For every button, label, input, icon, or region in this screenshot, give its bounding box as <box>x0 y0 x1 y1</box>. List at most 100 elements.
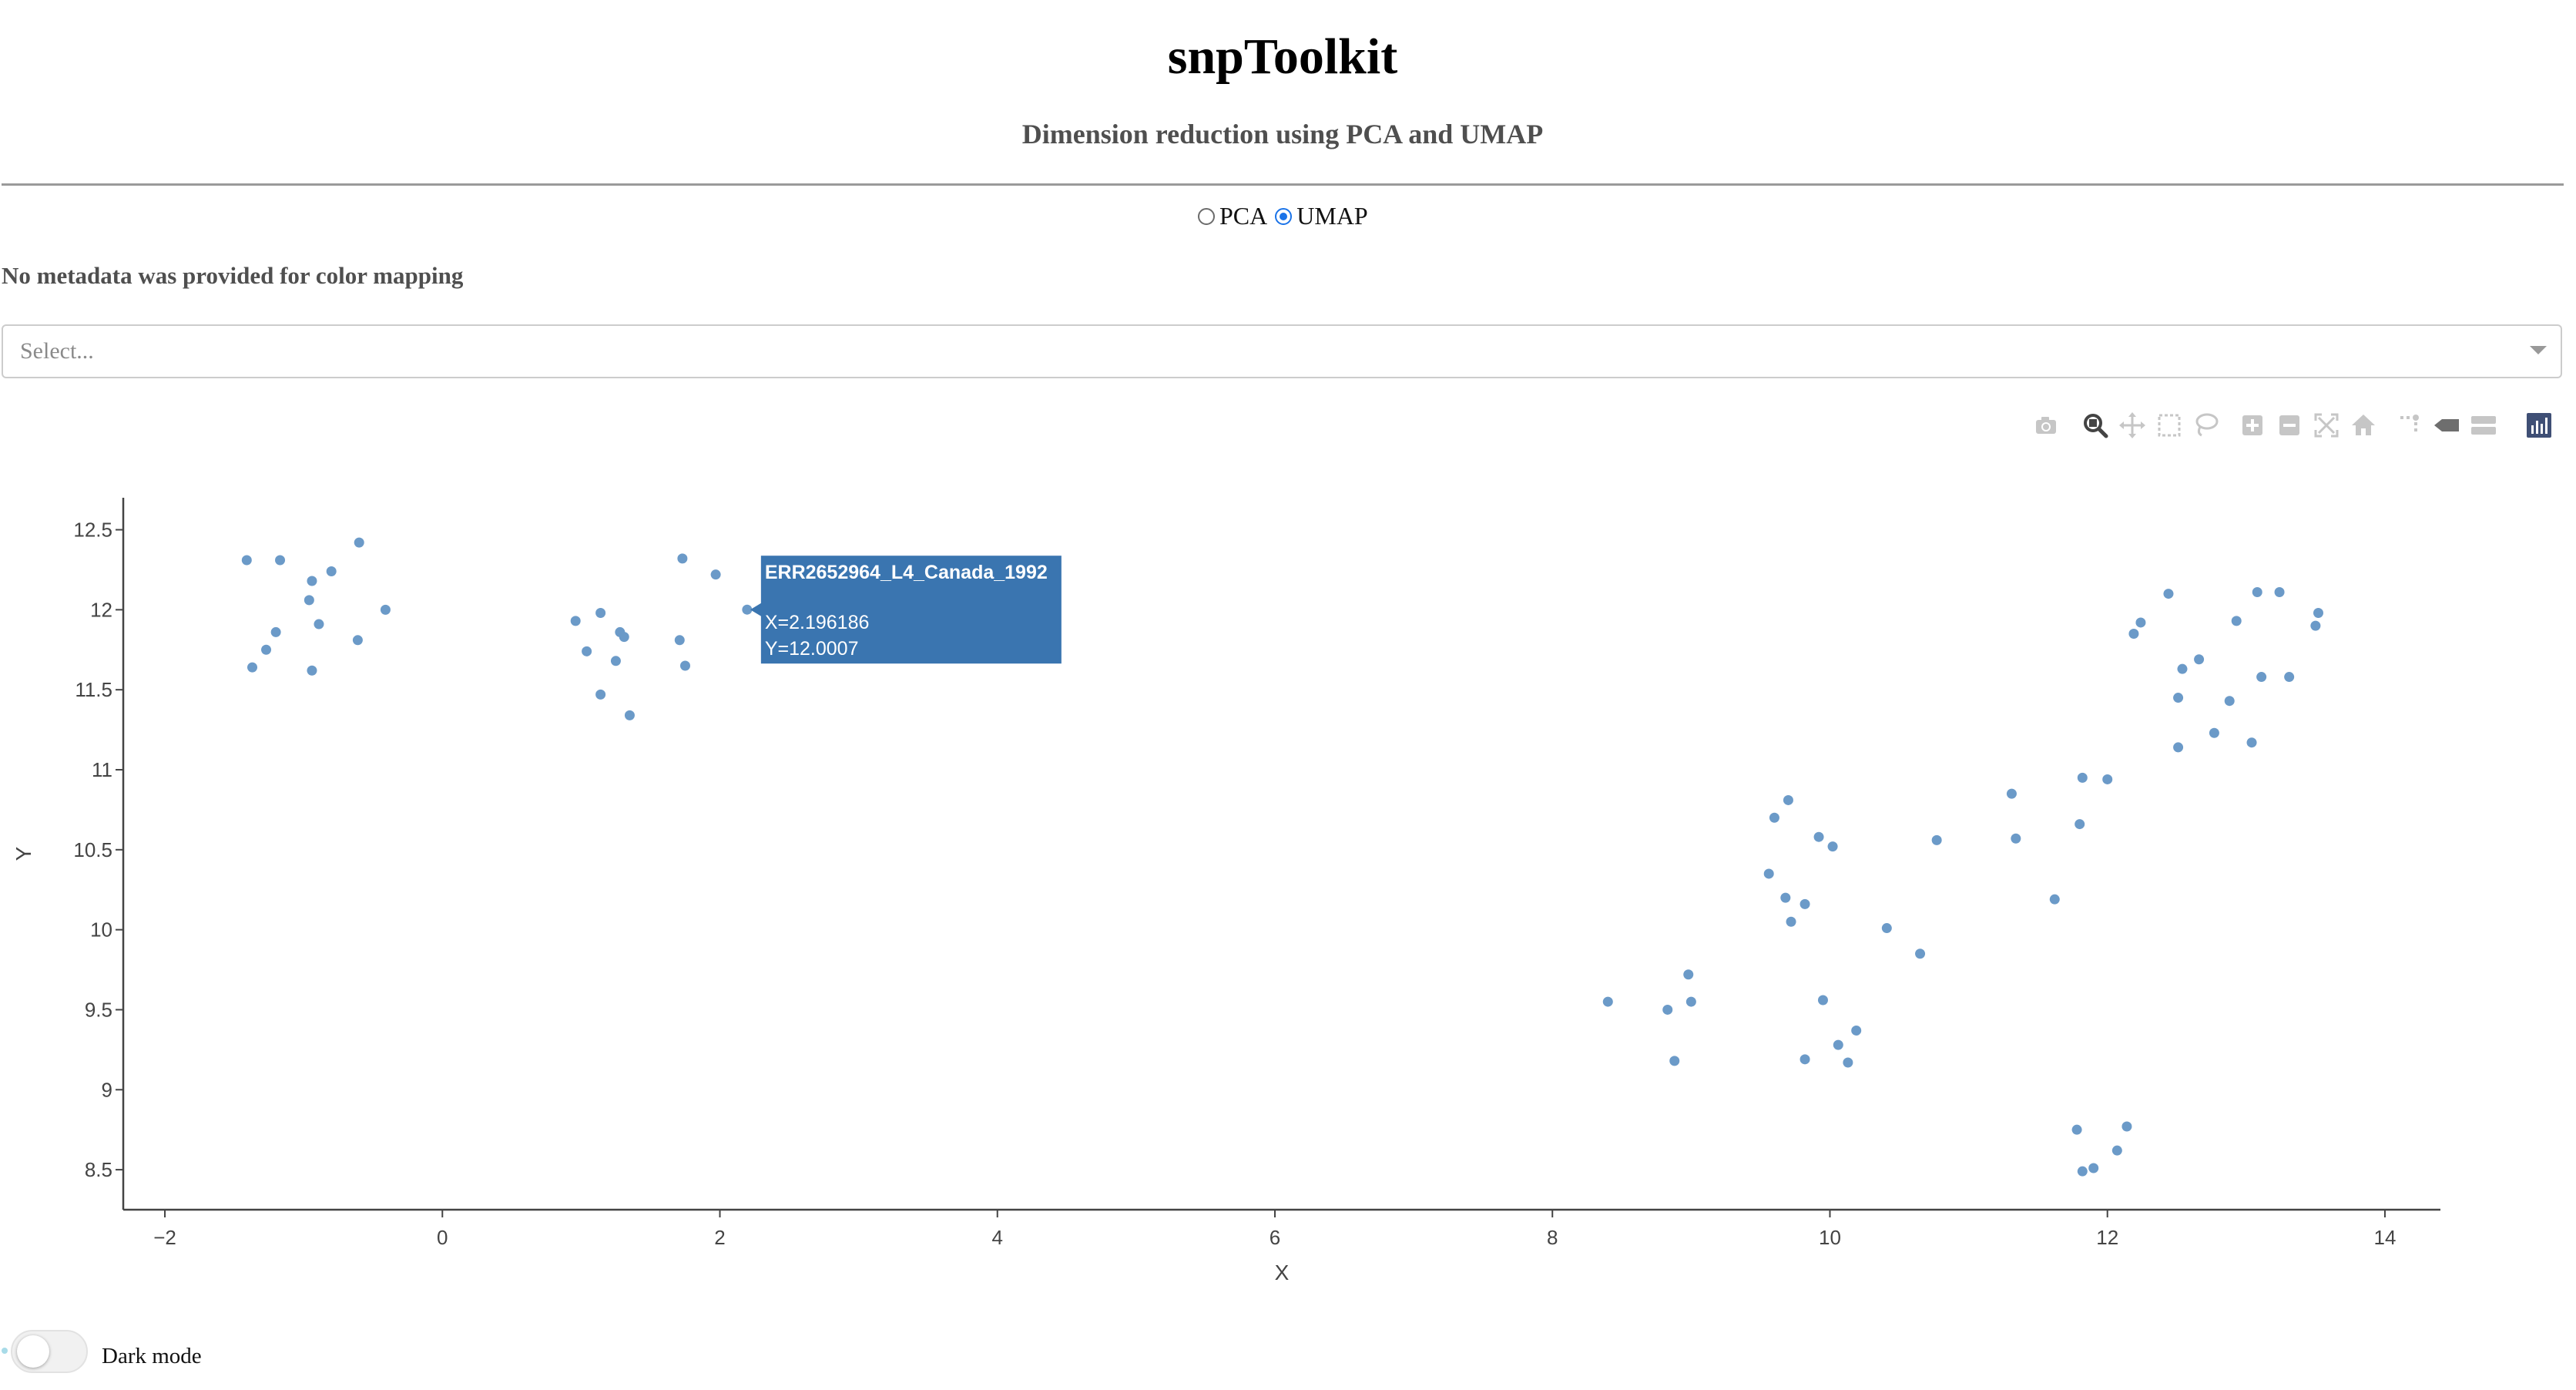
lasso-select-icon[interactable] <box>2191 410 2222 441</box>
data-point[interactable] <box>2011 833 2021 844</box>
data-point[interactable] <box>742 604 753 615</box>
data-point[interactable] <box>582 646 592 656</box>
data-point[interactable] <box>2102 774 2113 784</box>
data-point[interactable] <box>2231 616 2242 626</box>
data-point[interactable] <box>1783 794 1793 805</box>
data-point[interactable] <box>679 660 690 671</box>
plotly-logo-icon[interactable] <box>2524 410 2554 441</box>
data-point[interactable] <box>2088 1163 2099 1173</box>
data-point[interactable] <box>1843 1057 1853 1068</box>
data-point[interactable] <box>710 569 721 580</box>
data-point[interactable] <box>2075 819 2085 830</box>
radio-button-pca[interactable] <box>1198 207 1215 225</box>
data-point[interactable] <box>1827 841 1838 852</box>
zoom-out-icon[interactable] <box>2274 410 2305 441</box>
data-point[interactable] <box>2077 1166 2088 1177</box>
reset-axes-icon[interactable] <box>2348 410 2379 441</box>
metadata-note: No metadata was provided for color mappi… <box>2 262 464 289</box>
data-point[interactable] <box>1800 898 1810 909</box>
data-point[interactable] <box>1915 948 1926 959</box>
data-point[interactable] <box>1800 1054 1810 1065</box>
data-point[interactable] <box>2049 894 2060 905</box>
autoscale-icon[interactable] <box>2311 410 2342 441</box>
data-point[interactable] <box>326 566 337 577</box>
zoom-icon[interactable] <box>2080 410 2111 441</box>
data-point[interactable] <box>674 635 685 646</box>
data-point[interactable] <box>2284 672 2295 683</box>
data-point[interactable] <box>2246 737 2257 748</box>
hover-y-value: Y=12.0007 <box>765 638 859 660</box>
dark-mode-toggle[interactable] <box>11 1330 88 1373</box>
data-point[interactable] <box>2006 788 2017 799</box>
data-point[interactable] <box>1769 812 1779 823</box>
metadata-select[interactable]: Select... <box>2 324 2562 378</box>
y-tick-label: 12.5 <box>73 519 112 542</box>
data-point[interactable] <box>2313 608 2323 619</box>
data-point[interactable] <box>1763 868 1774 879</box>
data-point[interactable] <box>619 632 629 643</box>
data-point[interactable] <box>1780 892 1791 903</box>
data-point[interactable] <box>1669 1056 1680 1066</box>
data-point[interactable] <box>2177 663 2188 674</box>
data-point[interactable] <box>241 555 252 566</box>
data-point[interactable] <box>2071 1124 2082 1135</box>
zoom-in-icon[interactable] <box>2237 410 2268 441</box>
data-point[interactable] <box>2135 617 2146 628</box>
data-point[interactable] <box>247 662 258 673</box>
data-point[interactable] <box>2209 727 2219 738</box>
data-point[interactable] <box>307 576 317 586</box>
data-point[interactable] <box>380 604 391 615</box>
data-point[interactable] <box>2111 1145 2122 1156</box>
data-point[interactable] <box>624 710 635 720</box>
data-point[interactable] <box>610 656 621 666</box>
data-point[interactable] <box>352 635 363 646</box>
data-point[interactable] <box>677 553 688 564</box>
data-point[interactable] <box>2173 693 2184 703</box>
data-point[interactable] <box>261 644 272 655</box>
data-point[interactable] <box>1833 1039 1843 1050</box>
data-point[interactable] <box>1851 1025 1862 1036</box>
data-point[interactable] <box>314 619 324 630</box>
data-point[interactable] <box>275 555 286 566</box>
data-point[interactable] <box>2122 1121 2132 1132</box>
data-point[interactable] <box>1817 995 1828 1006</box>
radio-option-pca[interactable]: PCA <box>1198 202 1267 230</box>
hover-compare-icon[interactable] <box>2468 410 2499 441</box>
box-select-icon[interactable] <box>2154 410 2185 441</box>
data-point[interactable] <box>2252 587 2262 598</box>
data-point[interactable] <box>304 595 314 606</box>
hover-closest-icon[interactable] <box>2431 410 2462 441</box>
data-point[interactable] <box>1683 969 1694 980</box>
data-point[interactable] <box>595 608 606 619</box>
data-point[interactable] <box>1662 1004 1673 1015</box>
data-point[interactable] <box>1685 996 1696 1007</box>
data-point[interactable] <box>2077 772 2088 783</box>
data-point[interactable] <box>2274 587 2285 598</box>
data-point[interactable] <box>2173 742 2184 753</box>
data-point[interactable] <box>2128 628 2139 639</box>
radio-button-umap[interactable] <box>1275 207 1293 225</box>
data-point[interactable] <box>1786 916 1796 927</box>
toggle-knob[interactable] <box>17 1335 49 1368</box>
data-point[interactable] <box>2194 654 2205 665</box>
data-point[interactable] <box>2256 672 2267 683</box>
data-point[interactable] <box>1813 831 1824 842</box>
data-point[interactable] <box>307 665 317 676</box>
data-point[interactable] <box>270 626 281 637</box>
radio-option-umap[interactable]: UMAP <box>1275 202 1368 230</box>
data-point[interactable] <box>1931 834 1942 845</box>
data-point[interactable] <box>1881 923 1892 934</box>
data-point[interactable] <box>354 537 364 548</box>
data-point[interactable] <box>570 616 581 626</box>
data-point[interactable] <box>2310 620 2321 631</box>
chevron-down-icon[interactable] <box>2530 346 2547 354</box>
pan-icon[interactable] <box>2117 410 2148 441</box>
data-point[interactable] <box>2163 589 2174 599</box>
data-point[interactable] <box>2224 696 2235 707</box>
data-point[interactable] <box>595 689 606 700</box>
camera-icon[interactable] <box>2031 410 2061 441</box>
data-point[interactable] <box>1602 996 1613 1007</box>
dark-mode-label: Dark mode <box>102 1344 202 1368</box>
spike-lines-icon[interactable] <box>2394 410 2425 441</box>
